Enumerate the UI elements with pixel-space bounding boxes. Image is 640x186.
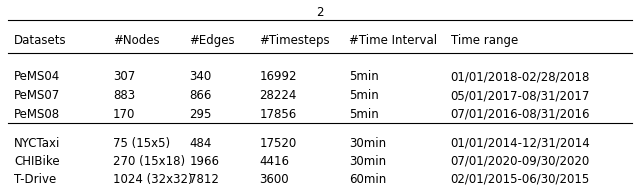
Text: PeMS07: PeMS07 [14, 89, 60, 102]
Text: 883: 883 [113, 89, 135, 102]
Text: #Nodes: #Nodes [113, 34, 159, 47]
Text: 170: 170 [113, 108, 135, 121]
Text: #Time Interval: #Time Interval [349, 34, 437, 47]
Text: 75 (15x5): 75 (15x5) [113, 137, 170, 150]
Text: #Edges: #Edges [189, 34, 235, 47]
Text: 17520: 17520 [259, 137, 297, 150]
Text: 307: 307 [113, 70, 135, 83]
Text: 30min: 30min [349, 155, 386, 168]
Text: 5min: 5min [349, 89, 378, 102]
Text: 16992: 16992 [259, 70, 297, 83]
Text: 5min: 5min [349, 108, 378, 121]
Text: 5min: 5min [349, 70, 378, 83]
Text: 28224: 28224 [259, 89, 297, 102]
Text: 02/01/2015-06/30/2015: 02/01/2015-06/30/2015 [451, 173, 590, 186]
Text: 295: 295 [189, 108, 212, 121]
Text: 270 (15x18): 270 (15x18) [113, 155, 185, 168]
Text: 7812: 7812 [189, 173, 220, 186]
Text: 4416: 4416 [259, 155, 289, 168]
Text: 3600: 3600 [259, 173, 289, 186]
Text: 17856: 17856 [259, 108, 297, 121]
Text: 05/01/2017-08/31/2017: 05/01/2017-08/31/2017 [451, 89, 590, 102]
Text: 01/01/2018-02/28/2018: 01/01/2018-02/28/2018 [451, 70, 590, 83]
Text: T-Drive: T-Drive [14, 173, 56, 186]
Text: PeMS08: PeMS08 [14, 108, 60, 121]
Text: 60min: 60min [349, 173, 386, 186]
Text: 01/01/2014-12/31/2014: 01/01/2014-12/31/2014 [451, 137, 590, 150]
Text: #Timesteps: #Timesteps [259, 34, 330, 47]
Text: NYCTaxi: NYCTaxi [14, 137, 61, 150]
Text: 30min: 30min [349, 137, 386, 150]
Text: 484: 484 [189, 137, 212, 150]
Text: 2: 2 [316, 6, 324, 19]
Text: 1966: 1966 [189, 155, 220, 168]
Text: Datasets: Datasets [14, 34, 67, 47]
Text: CHIBike: CHIBike [14, 155, 60, 168]
Text: 866: 866 [189, 89, 212, 102]
Text: PeMS04: PeMS04 [14, 70, 60, 83]
Text: 340: 340 [189, 70, 212, 83]
Text: 07/01/2016-08/31/2016: 07/01/2016-08/31/2016 [451, 108, 590, 121]
Text: 1024 (32x32): 1024 (32x32) [113, 173, 193, 186]
Text: 07/01/2020-09/30/2020: 07/01/2020-09/30/2020 [451, 155, 590, 168]
Text: Time range: Time range [451, 34, 518, 47]
